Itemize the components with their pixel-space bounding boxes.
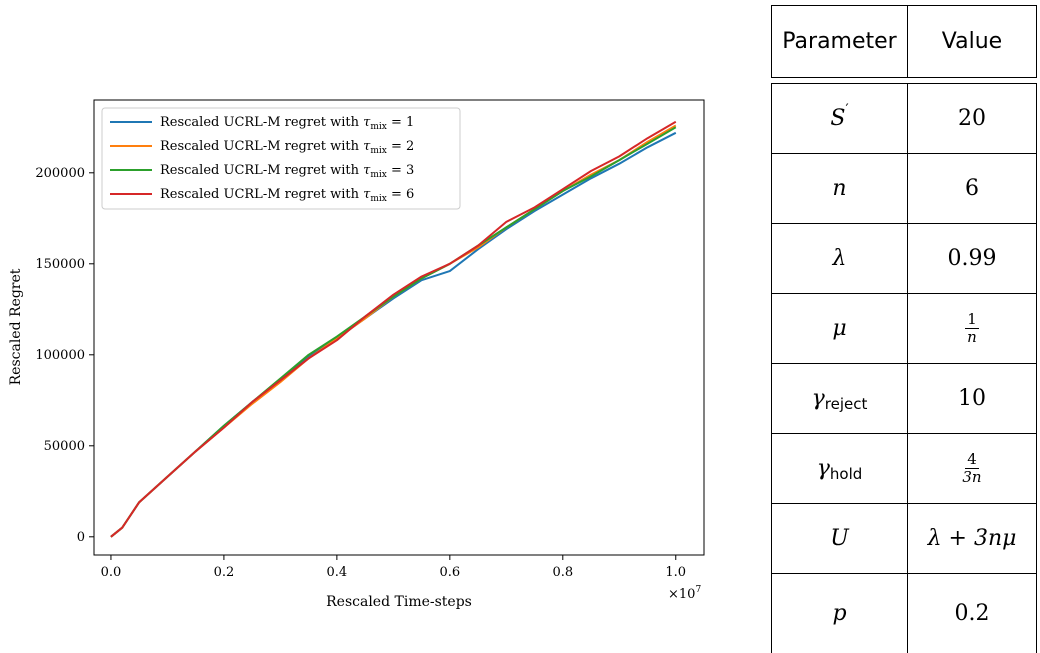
- x-tick-label: 0.4: [327, 565, 348, 580]
- param-u: U: [772, 504, 908, 573]
- legend-box: [101, 107, 461, 210]
- param-gamma-hold: γ hold: [772, 434, 908, 503]
- value-n: 6: [965, 176, 979, 201]
- param-p: p: [772, 574, 908, 653]
- param-gamma-reject: γ reject: [772, 364, 908, 433]
- y-tick-label: 50000: [44, 439, 85, 454]
- x-axis-multiplier: ×107: [668, 585, 701, 602]
- table-row-p: p 0.2: [771, 573, 1037, 653]
- y-tick-label: 100000: [35, 348, 85, 363]
- x-tick-label: 0.2: [214, 565, 235, 580]
- fraction-mu: 1 n: [965, 310, 979, 346]
- table-row-u: U λ + 3nμ: [771, 503, 1037, 574]
- y-axis-label: Rescaled Regret: [8, 268, 24, 385]
- value-lambda: 0.99: [947, 246, 997, 271]
- value-mu: 1 n: [908, 294, 1036, 363]
- x-axis-ticks: 0.0 0.2 0.4 0.6 0.8 1.0: [101, 555, 686, 580]
- param-mu: μ: [772, 294, 908, 363]
- value-p: 0.2: [954, 601, 990, 626]
- legend-label-tau-6: Rescaled UCRL-M regret with τmix = 6: [160, 187, 414, 204]
- plot-frame: [93, 99, 705, 556]
- value-gamma-hold: 4 3n: [908, 434, 1036, 503]
- legend-items: Rescaled UCRL-M regret with τmix = 1 Resc…: [110, 115, 414, 204]
- fraction-gamma-hold: 4 3n: [962, 450, 982, 486]
- x-tick-label: 0.0: [101, 565, 122, 580]
- legend: Rescaled UCRL-M regret with τmix = 1 Resc…: [101, 107, 461, 210]
- x-axis-label: Rescaled Time-steps: [326, 594, 472, 610]
- legend-label-tau-1: Rescaled UCRL-M regret with τmix = 1: [160, 115, 414, 132]
- x-tick-label: 0.8: [552, 565, 573, 580]
- y-tick-label: 150000: [35, 257, 85, 272]
- series-lines: [110, 120, 677, 538]
- table-header-row: Parameter Value: [771, 5, 1037, 78]
- value-gamma-reject: 10: [958, 386, 986, 411]
- y-tick-label: 200000: [35, 166, 85, 181]
- table-row-n: n 6: [771, 153, 1037, 224]
- legend-label-tau-2: Rescaled UCRL-M regret with τmix = 2: [160, 139, 414, 156]
- param-s-prime: S ′: [772, 84, 908, 153]
- table-row-gamma-reject: γ reject 10: [771, 363, 1037, 434]
- legend-label-tau-3: Rescaled UCRL-M regret with τmix = 3: [160, 163, 414, 180]
- value-s-prime: 20: [958, 106, 986, 131]
- y-axis-ticks: 0 50000 100000 150000 200000: [35, 166, 94, 545]
- x-tick-label: 1.0: [665, 565, 686, 580]
- value-u: λ + 3nμ: [927, 526, 1017, 551]
- series-line-tau-6: [110, 120, 677, 538]
- param-n: n: [772, 154, 908, 223]
- table-row-gamma-hold: γ hold 4 3n: [771, 433, 1037, 504]
- table-row-s-prime: S ′ 20: [771, 83, 1037, 154]
- y-tick-label: 0: [77, 530, 85, 545]
- header-parameter: Parameter: [772, 6, 908, 77]
- table-row-mu: μ 1 n: [771, 293, 1037, 364]
- param-lambda: λ: [772, 224, 908, 293]
- header-value: Value: [941, 29, 1003, 54]
- table-row-lambda: λ 0.99: [771, 223, 1037, 294]
- x-tick-label: 0.6: [439, 565, 460, 580]
- regret-chart: 0.0 0.2 0.4 0.6 0.8 1.0 0 50000 100000 150000 200…: [8, 99, 705, 610]
